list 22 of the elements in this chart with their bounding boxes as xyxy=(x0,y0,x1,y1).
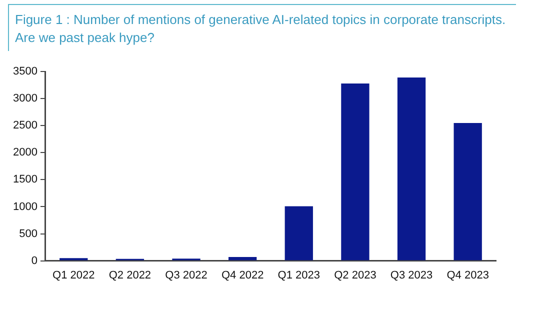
x-tick-label: Q4 2023 xyxy=(446,269,489,282)
x-tick-label: Q1 2023 xyxy=(278,269,320,282)
bar xyxy=(341,83,370,260)
x-tick-label: Q2 2023 xyxy=(334,269,376,282)
y-tick-label: 3500 xyxy=(12,66,38,78)
chart-title: Figure 1 : Number of mentions of generative AI-related topics in corporate transcripts. Are we past peak hype? xyxy=(8,4,516,51)
y-tick-label: 2000 xyxy=(12,146,38,159)
y-tick-label: 500 xyxy=(19,228,38,240)
y-tick-label: 1500 xyxy=(12,174,38,186)
y-tick-label: 1000 xyxy=(12,200,38,213)
x-tick-label: Q4 2022 xyxy=(221,269,264,282)
bar xyxy=(397,78,426,260)
x-tick-label: Q3 2023 xyxy=(390,269,433,282)
y-tick-label: 2500 xyxy=(12,120,38,132)
bar xyxy=(284,206,313,260)
x-tick-label: Q1 2022 xyxy=(52,269,95,282)
x-tick-label: Q2 2022 xyxy=(108,269,152,282)
bar xyxy=(228,257,257,260)
y-tick-label: 3000 xyxy=(12,92,38,105)
x-tick-label: Q3 2022 xyxy=(165,269,208,282)
bar xyxy=(454,122,482,260)
y-tick-label: 0 xyxy=(31,254,38,267)
